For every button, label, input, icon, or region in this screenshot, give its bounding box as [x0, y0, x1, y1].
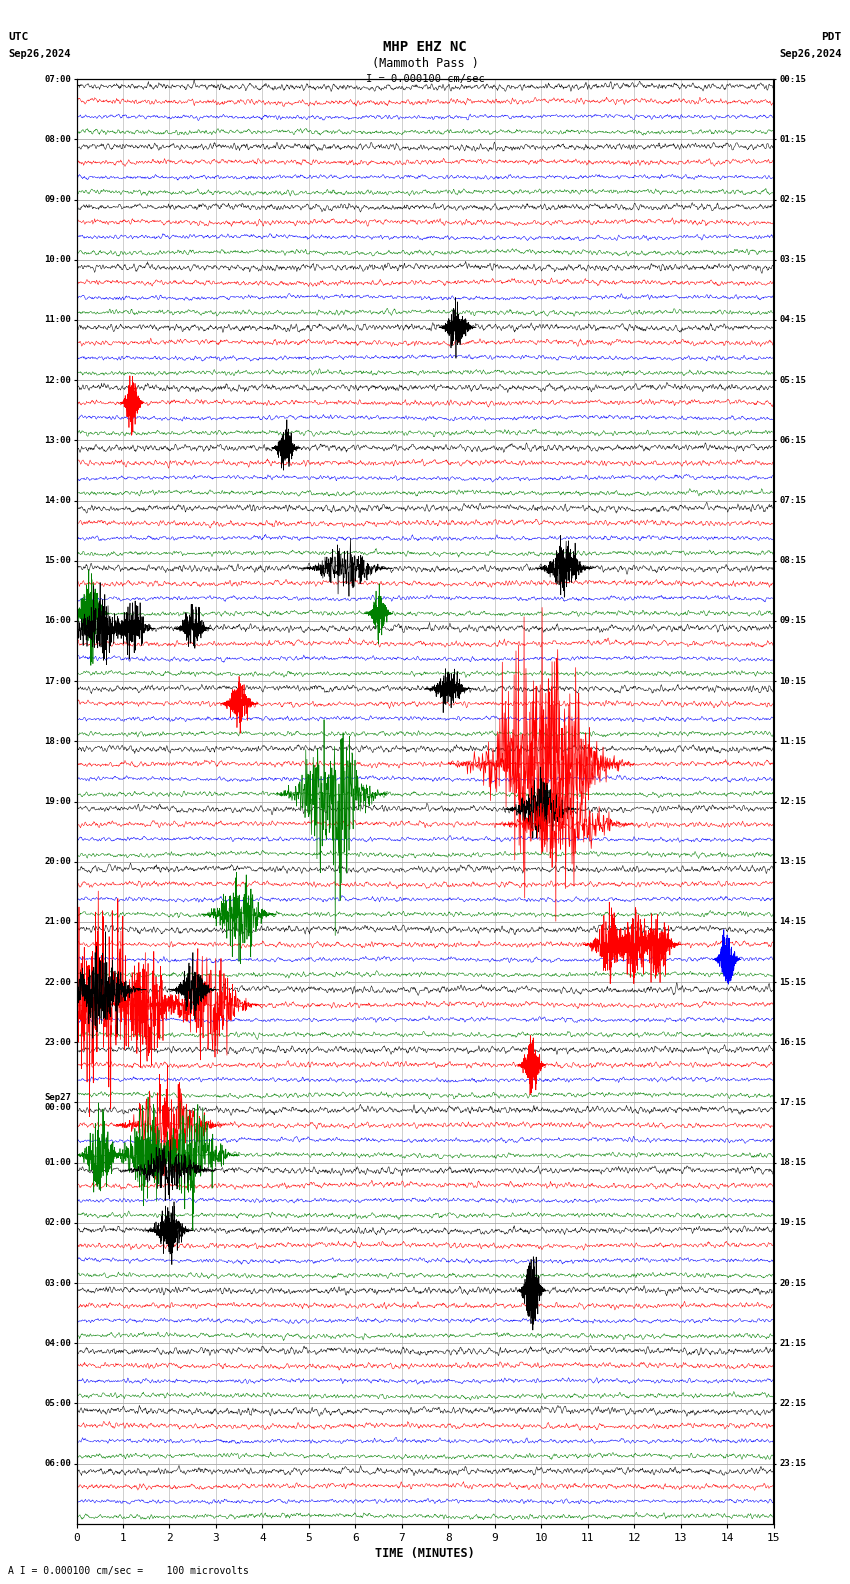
X-axis label: TIME (MINUTES): TIME (MINUTES) — [375, 1548, 475, 1560]
Text: Sep26,2024: Sep26,2024 — [779, 49, 842, 59]
Text: MHP EHZ NC: MHP EHZ NC — [383, 40, 467, 54]
Text: I = 0.000100 cm/sec: I = 0.000100 cm/sec — [366, 74, 484, 84]
Text: PDT: PDT — [821, 32, 842, 41]
Text: (Mammoth Pass ): (Mammoth Pass ) — [371, 57, 479, 70]
Text: UTC: UTC — [8, 32, 29, 41]
Text: Sep26,2024: Sep26,2024 — [8, 49, 71, 59]
Text: A I = 0.000100 cm/sec =    100 microvolts: A I = 0.000100 cm/sec = 100 microvolts — [8, 1567, 249, 1576]
